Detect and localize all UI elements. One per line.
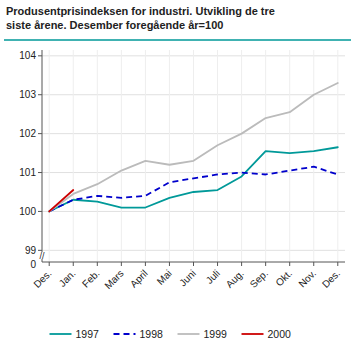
series-line	[49, 167, 338, 212]
grid-line-x	[145, 50, 146, 262]
y-tick	[38, 94, 42, 95]
x-tick	[49, 262, 50, 266]
x-tick	[337, 262, 338, 266]
grid-line-x	[265, 50, 266, 262]
series-group	[49, 83, 338, 211]
x-tick-label: Aug.	[224, 268, 246, 290]
x-ticks: Des.Jan.Feb.MarsAprilMaiJuniJuliAug.Sep.…	[31, 262, 342, 291]
title-line: Produsentprisindeksen for industri. Utvi…	[6, 5, 275, 17]
title-line: siste årene. Desember foregående år=100	[6, 19, 223, 31]
y-tick	[38, 133, 42, 134]
y-tick-label: 100	[19, 206, 36, 217]
chart: Produsentprisindeksen for industri. Utvi…	[0, 0, 355, 351]
x-tick	[217, 262, 218, 266]
x-tick	[169, 262, 170, 266]
x-tick	[73, 262, 74, 266]
x-tick-label: Mai	[155, 268, 174, 287]
grid-line-x	[121, 50, 122, 262]
grid-line-x	[313, 50, 314, 262]
y-tick-label: 99	[25, 245, 37, 256]
y-axis	[42, 50, 43, 262]
series-line	[49, 190, 73, 211]
legend-swatch	[114, 333, 136, 335]
y-tick-label: 101	[19, 167, 36, 178]
legend: 1997 1998 1999 2000	[50, 328, 292, 340]
y-tick-label: 103	[19, 89, 36, 100]
y-ticks: 99 100 101 102 103 104	[19, 50, 42, 255]
legend-label: 1998	[140, 328, 164, 340]
x-tick	[121, 262, 122, 266]
separator	[4, 39, 351, 41]
legend-label: 1997	[76, 328, 100, 340]
grid-line-x	[337, 50, 338, 262]
x-tick	[193, 262, 194, 266]
grid-line-x	[169, 50, 170, 262]
x-tick-label: Okt.	[273, 268, 294, 289]
grid	[42, 50, 345, 262]
series-line	[49, 147, 338, 211]
x-tick	[145, 262, 146, 266]
legend-swatch	[242, 333, 264, 335]
x-tick-label: Mars	[102, 268, 126, 292]
grid-line-x	[217, 50, 218, 262]
x-tick	[265, 262, 266, 266]
legend-swatch	[50, 333, 72, 335]
x-tick-label: Des.	[31, 268, 53, 290]
series-line	[49, 83, 338, 211]
y-tick-label: 104	[19, 50, 36, 61]
grid-line-x	[49, 50, 50, 262]
x-tick-label: Juni	[177, 268, 198, 289]
y-tick-label: 102	[19, 128, 36, 139]
x-tick-label: Feb.	[80, 268, 102, 290]
axis-break: //	[39, 251, 45, 261]
y-tick	[38, 55, 42, 56]
grid-line-x	[73, 50, 74, 262]
x-tick	[97, 262, 98, 266]
legend-label: 1999	[204, 328, 228, 340]
x-tick	[241, 262, 242, 266]
x-tick-label: April	[128, 268, 150, 290]
x-tick-label: Jan.	[57, 268, 78, 289]
grid-line-x	[289, 50, 290, 262]
x-tick-label: Juli	[204, 268, 222, 286]
x-tick	[289, 262, 290, 266]
title: Produsentprisindeksen for industri. Utvi…	[6, 5, 275, 31]
x-tick-label: Des.	[320, 268, 342, 290]
legend-swatch	[178, 333, 200, 335]
legend-label: 2000	[268, 328, 292, 340]
x-tick-label: Sep.	[248, 268, 270, 290]
axis-break-label: 0	[30, 259, 36, 270]
grid-line-x	[97, 50, 98, 262]
x-tick-label: Nov.	[296, 268, 318, 290]
grid-line-x	[241, 50, 242, 262]
x-tick	[313, 262, 314, 266]
y-tick	[38, 172, 42, 173]
y-tick	[38, 211, 42, 212]
grid-line-x	[193, 50, 194, 262]
